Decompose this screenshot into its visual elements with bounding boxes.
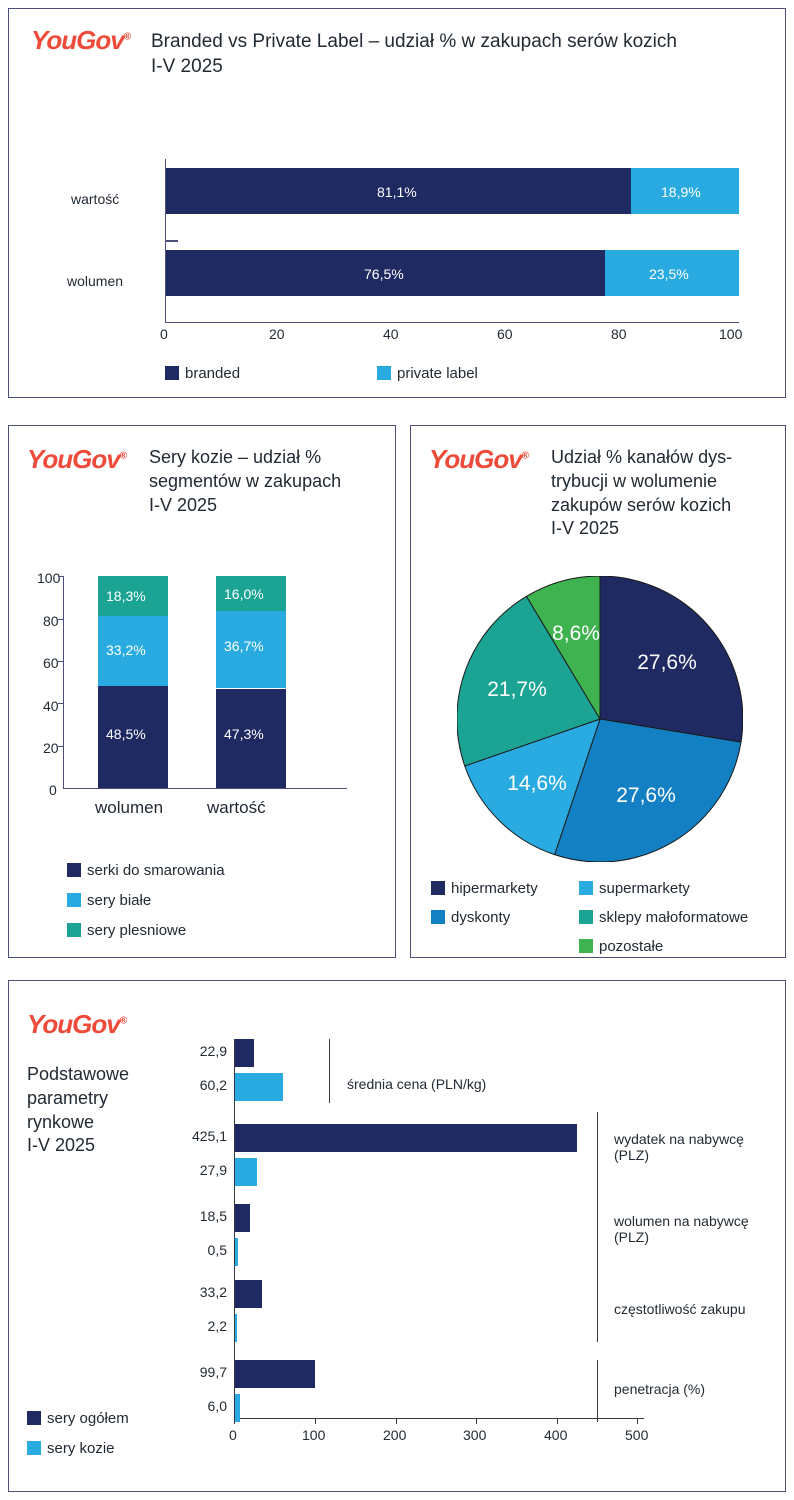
svg-text:27,6%: 27,6% (616, 784, 676, 807)
svg-text:21,7%: 21,7% (487, 678, 547, 701)
svg-text:8,6%: 8,6% (552, 622, 600, 645)
svg-text:27,6%: 27,6% (637, 651, 697, 674)
svg-text:14,6%: 14,6% (507, 772, 567, 795)
